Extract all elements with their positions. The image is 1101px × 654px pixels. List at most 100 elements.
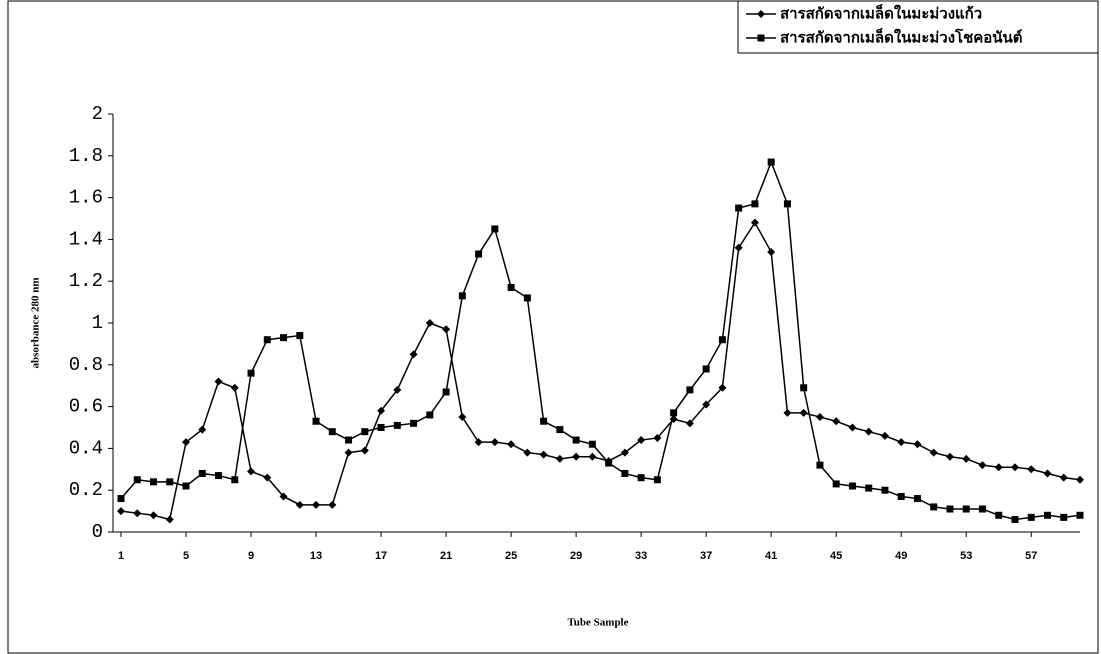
marker (979, 506, 986, 513)
x-tick-label: 17 (375, 550, 387, 562)
marker (410, 420, 417, 427)
y-tick-label: 2 (92, 103, 103, 125)
marker (280, 334, 287, 341)
marker (458, 413, 466, 421)
marker (898, 493, 905, 500)
marker (296, 332, 303, 339)
marker (832, 417, 840, 425)
y-tick-label: 0 (92, 521, 103, 543)
marker (524, 294, 531, 301)
marker (475, 251, 482, 258)
marker (459, 292, 466, 299)
x-tick-label: 21 (440, 550, 452, 562)
marker (946, 453, 954, 461)
marker (199, 470, 206, 477)
marker (783, 409, 791, 417)
chart-frame (8, 1, 1098, 653)
y-tick-label: 1.2 (69, 270, 103, 292)
marker (914, 495, 921, 502)
marker (767, 248, 775, 256)
marker (621, 470, 628, 477)
marker (735, 244, 743, 252)
legend-label: สารสกัดจากเมล็ดในมะม่วงแก้ว (780, 4, 982, 23)
marker (345, 437, 352, 444)
marker (556, 426, 563, 433)
legend-marker (758, 35, 765, 42)
y-tick-label: 0.4 (69, 437, 103, 459)
marker (654, 476, 661, 483)
marker (231, 384, 239, 392)
marker (247, 467, 255, 475)
x-tick-label: 33 (635, 550, 647, 562)
marker (1060, 474, 1068, 482)
marker (248, 370, 255, 377)
x-tick-label: 45 (830, 550, 842, 562)
marker (264, 336, 271, 343)
y-axis-label: absorbance 280 nm (30, 277, 42, 368)
y-tick-label: 0.6 (69, 396, 103, 418)
y-tick-label: 1.4 (69, 228, 103, 250)
x-tick-label: 53 (960, 550, 972, 562)
x-tick-label: 41 (765, 550, 777, 562)
marker (995, 512, 1002, 519)
x-tick-label: 25 (505, 550, 517, 562)
marker (670, 409, 677, 416)
marker (588, 453, 596, 461)
marker (913, 440, 921, 448)
marker (751, 219, 759, 227)
y-tick-label: 0.2 (69, 479, 103, 501)
x-tick-label: 1 (118, 550, 124, 562)
marker (605, 460, 612, 467)
marker (572, 453, 580, 461)
marker (833, 480, 840, 487)
marker (1027, 465, 1035, 473)
x-tick-label: 49 (895, 550, 907, 562)
marker (328, 501, 336, 509)
marker (800, 409, 808, 417)
marker (816, 462, 823, 469)
marker (231, 476, 238, 483)
marker (751, 200, 758, 207)
y-tick-label: 1.8 (69, 145, 103, 167)
marker (1043, 469, 1051, 477)
marker (410, 350, 418, 358)
x-axis-label: Tube Sample (567, 617, 628, 629)
marker (897, 438, 905, 446)
x-tick-label: 9 (248, 550, 254, 562)
marker (508, 284, 515, 291)
marker (1011, 463, 1019, 471)
x-tick-label: 13 (310, 550, 322, 562)
marker (313, 418, 320, 425)
marker (978, 461, 986, 469)
marker (118, 495, 125, 502)
marker (1044, 512, 1051, 519)
marker (946, 506, 953, 513)
marker (442, 325, 450, 333)
marker (361, 428, 368, 435)
marker (962, 455, 970, 463)
marker (443, 388, 450, 395)
marker (638, 474, 645, 481)
marker (784, 200, 791, 207)
marker (849, 483, 856, 490)
marker (848, 424, 856, 432)
marker (183, 483, 190, 490)
y-tick-label: 1 (92, 312, 103, 334)
series-line (121, 223, 1080, 520)
marker (540, 418, 547, 425)
marker (329, 428, 336, 435)
marker (394, 422, 401, 429)
marker (215, 472, 222, 479)
marker (881, 487, 888, 494)
marker (735, 205, 742, 212)
marker (426, 319, 434, 327)
x-tick-label: 5 (183, 550, 189, 562)
marker (865, 428, 873, 436)
marker (215, 378, 223, 386)
marker (540, 451, 548, 459)
marker (816, 413, 824, 421)
marker (345, 449, 353, 457)
marker (556, 455, 564, 463)
marker (361, 446, 369, 454)
marker (1076, 476, 1084, 484)
